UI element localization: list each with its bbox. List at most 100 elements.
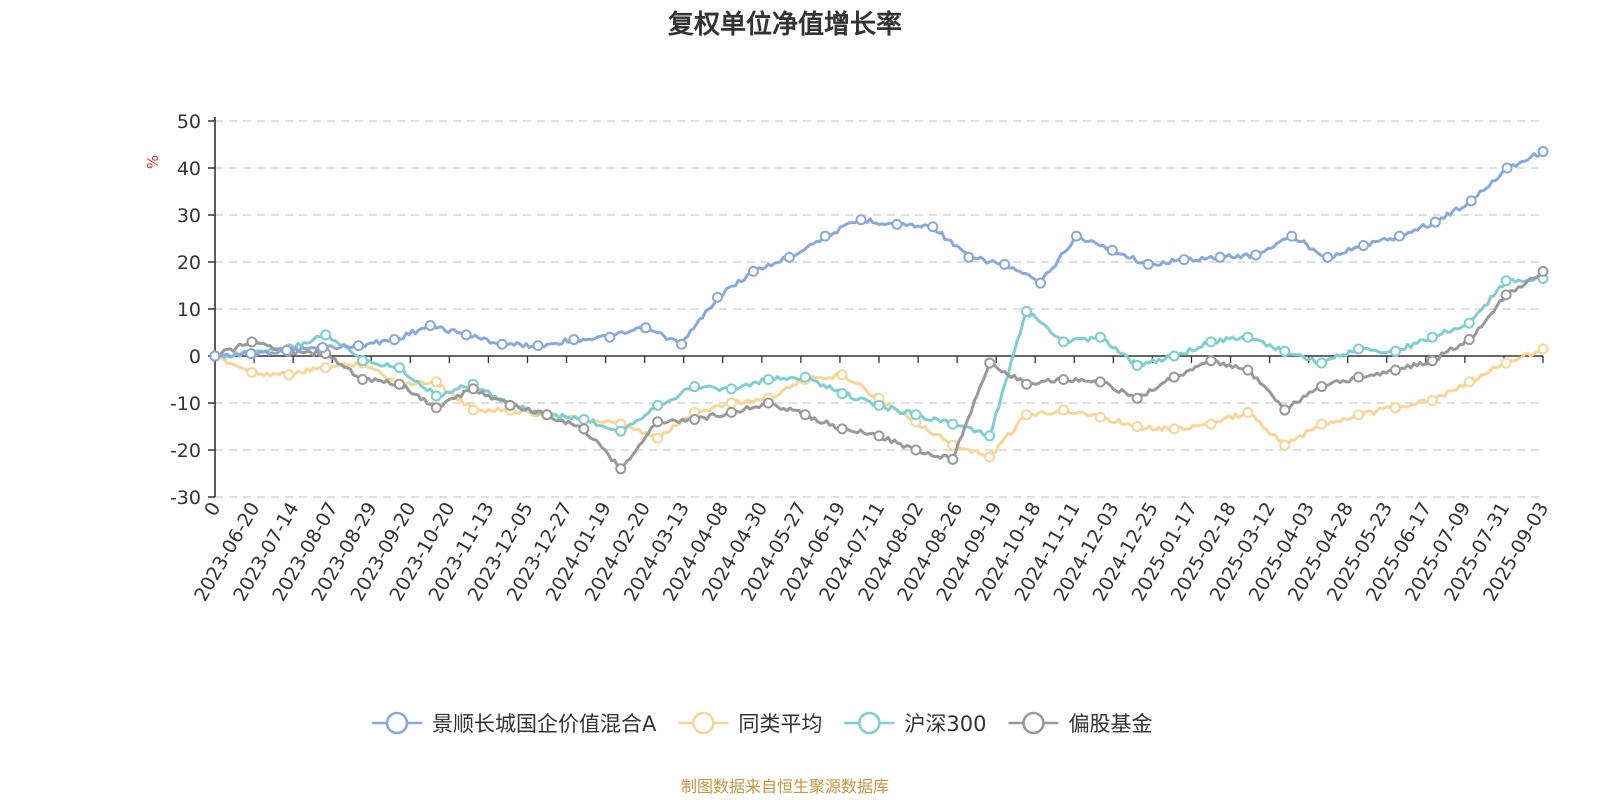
legend[interactable]: 景顺长城国企价值混合A 同类平均 沪深300 偏股基金 — [372, 711, 1152, 736]
series-point — [1279, 404, 1291, 416]
series-point — [1094, 331, 1106, 343]
series-point — [1131, 421, 1143, 432]
series-point — [984, 357, 996, 369]
series-point — [357, 374, 369, 385]
series-point — [1242, 406, 1254, 418]
series-point — [1250, 249, 1262, 261]
series-point — [246, 336, 258, 348]
legend-item[interactable]: 同类平均 — [678, 711, 822, 736]
y-tick-label: -10 — [170, 393, 201, 415]
series-point — [1537, 343, 1549, 355]
series-point — [1021, 409, 1033, 421]
series-point — [947, 453, 959, 465]
series-point — [578, 413, 590, 425]
legend-label: 景顺长城国企价值混合A — [432, 712, 657, 736]
series-point — [1537, 265, 1549, 277]
series-point — [927, 221, 939, 233]
series-point — [1242, 364, 1254, 376]
series-point — [1463, 334, 1475, 346]
series-point — [246, 366, 258, 378]
y-tick-label: 30 — [177, 205, 201, 227]
series-point — [320, 329, 332, 341]
legend-item[interactable]: 偏股基金 — [1008, 711, 1152, 736]
series-point — [725, 406, 737, 418]
legend-marker-icon — [385, 711, 409, 735]
series-point — [1205, 355, 1217, 367]
series-point — [1178, 254, 1190, 266]
legend-item[interactable]: 景顺长城国企价值混合A — [372, 711, 657, 736]
legend-label: 同类平均 — [738, 712, 822, 736]
series-point — [1393, 230, 1405, 242]
series-point — [725, 383, 737, 395]
series-point — [1426, 355, 1438, 367]
series-point — [532, 340, 544, 352]
series-point — [281, 344, 293, 356]
series-point — [640, 322, 652, 334]
series-point — [1500, 275, 1512, 287]
series-point — [1035, 277, 1047, 289]
legend-label: 偏股基金 — [1068, 712, 1152, 736]
series-point — [1463, 317, 1475, 329]
series-point — [652, 432, 664, 444]
series-point — [1322, 251, 1334, 263]
series-point — [317, 342, 329, 354]
series-point — [460, 329, 472, 341]
series-point — [388, 334, 400, 346]
series-point — [424, 319, 436, 331]
grid-lines — [215, 120, 1543, 498]
series-point — [1094, 411, 1106, 423]
series-point — [504, 399, 516, 411]
series-point — [910, 409, 922, 421]
series-point — [615, 463, 627, 475]
series-point — [1426, 395, 1438, 407]
series-point — [1214, 251, 1226, 263]
series-point — [1500, 289, 1512, 301]
y-tick-label: 40 — [177, 158, 201, 180]
legend-item[interactable]: 沪深300 — [844, 711, 986, 736]
series-point — [873, 399, 885, 411]
series-point — [1205, 418, 1217, 430]
series-point — [1389, 345, 1401, 357]
y-tick-label: 0 — [189, 346, 201, 368]
series-point — [1168, 350, 1180, 362]
series-point — [1389, 364, 1401, 376]
series-point — [799, 409, 811, 421]
series-point — [357, 355, 369, 367]
series-point — [393, 378, 405, 390]
series-lines — [209, 146, 1549, 475]
series-point — [1279, 345, 1291, 357]
series-point — [1353, 409, 1365, 421]
legend-marker-icon — [692, 711, 715, 735]
series-point — [1316, 418, 1328, 430]
y-ticks: -30 -20 -10 0 10 20 30 40 50 — [170, 111, 215, 509]
series-point — [353, 340, 365, 352]
series-point — [984, 451, 996, 463]
series-point — [689, 381, 701, 393]
y-tick-label: 20 — [177, 252, 201, 274]
series-point — [1205, 336, 1217, 348]
series-point — [963, 251, 975, 263]
series-point — [615, 425, 627, 437]
series-point — [1501, 162, 1513, 174]
x-tick-label: 0 — [200, 499, 225, 520]
series-point — [999, 258, 1011, 270]
series-point — [1021, 305, 1033, 317]
legend-marker-icon — [1022, 711, 1045, 735]
legend-marker-icon — [858, 711, 881, 735]
series-point — [467, 383, 479, 395]
series-point — [947, 418, 959, 430]
series-point — [910, 444, 922, 456]
series-point — [1168, 371, 1180, 383]
series-point — [1358, 240, 1370, 252]
series-point — [747, 265, 759, 277]
series-point — [1168, 423, 1180, 435]
series-point — [689, 413, 701, 425]
series-point — [1057, 374, 1069, 385]
series-point — [1463, 376, 1475, 388]
series-point — [1106, 244, 1118, 256]
series-point — [873, 430, 885, 442]
series-point — [1316, 381, 1328, 393]
series-point — [762, 374, 774, 385]
y-tick-label: 50 — [177, 111, 201, 133]
